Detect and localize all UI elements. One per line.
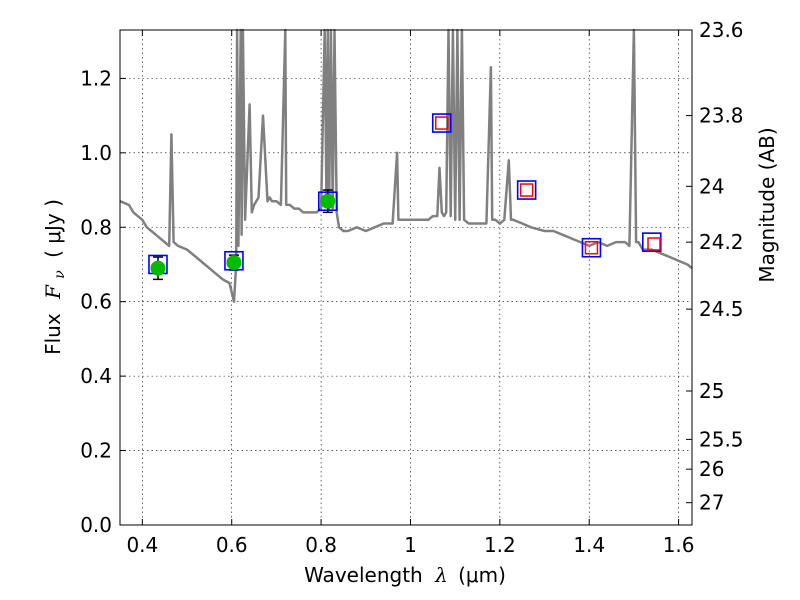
prediction-marker [519, 183, 534, 197]
y-tick-label: 1.2 [80, 66, 112, 90]
prediction-marker [435, 116, 449, 130]
y-axis-title-symbol: F [41, 284, 65, 300]
observed-point [150, 260, 166, 276]
x-tick-label: 0.6 [216, 533, 248, 557]
y2-tick-label: 24 [699, 174, 724, 198]
y2-tick-label: 25.5 [699, 427, 744, 451]
y-tick-label: 0.6 [80, 290, 112, 314]
spectrum-layer [119, 28, 693, 303]
x-tick-label: 1.4 [573, 533, 605, 557]
grid-lines [120, 30, 692, 526]
x-tick-label: 1.2 [484, 533, 516, 557]
model-photometry-marker [431, 113, 452, 133]
y2-tick-label: 24.2 [699, 230, 744, 254]
x-tick-label: 0.4 [126, 533, 158, 557]
y2-tick-label: 27 [699, 491, 724, 515]
spectrum-line [119, 28, 693, 303]
marker-layer [148, 113, 662, 281]
model-photometry-marker [581, 237, 602, 258]
y-axis-title: Flux F ν ( μJy ) [41, 199, 69, 355]
x-axis-title-symbol: λ [434, 563, 448, 587]
x-axis-title-unit: (μm) [458, 563, 506, 587]
y2-tick-label: 23.6 [699, 18, 744, 42]
observed-point [320, 193, 336, 209]
prediction-marker [584, 240, 599, 255]
x-axis-title-prefix: Wavelength [304, 563, 423, 587]
y-axis-title-subscript: ν [52, 270, 68, 279]
y-tick-label: 0.0 [80, 513, 112, 537]
model-photometry-marker [516, 180, 537, 200]
plot-frame [119, 29, 693, 526]
observed-point [226, 255, 242, 271]
y-axis-title-prefix: Flux [41, 313, 65, 355]
y2-axis-title: Magnitude (AB) [755, 127, 779, 282]
y2-tick-label: 23.8 [699, 104, 744, 128]
y-tick-label: 0.2 [80, 439, 112, 463]
x-tick-label: 1.6 [663, 533, 695, 557]
y2-tick-label: 26 [699, 457, 724, 481]
y2-tick-label: 25 [699, 379, 724, 403]
model-photometry-marker [641, 232, 662, 252]
prediction-marker [647, 237, 661, 251]
y2-tick-label: 24.5 [699, 297, 744, 321]
y-axis-title-unit: ( μJy ) [41, 199, 65, 258]
tick-layer: 0.4 0.6 0.8 1 1.2 1.4 1.6 0.0 0.2 0.4 0.6 0.8 1.0 1.2… [80, 18, 743, 557]
model-photometry-marker [317, 191, 338, 212]
x-tick-label: 1 [404, 533, 417, 557]
x-axis-title: Wavelength λ (μm) [304, 563, 506, 587]
y-tick-label: 1.0 [80, 141, 112, 165]
y-tick-label: 0.4 [80, 364, 112, 388]
y-tick-label: 0.8 [80, 215, 112, 239]
x-tick-label: 0.8 [305, 533, 337, 557]
